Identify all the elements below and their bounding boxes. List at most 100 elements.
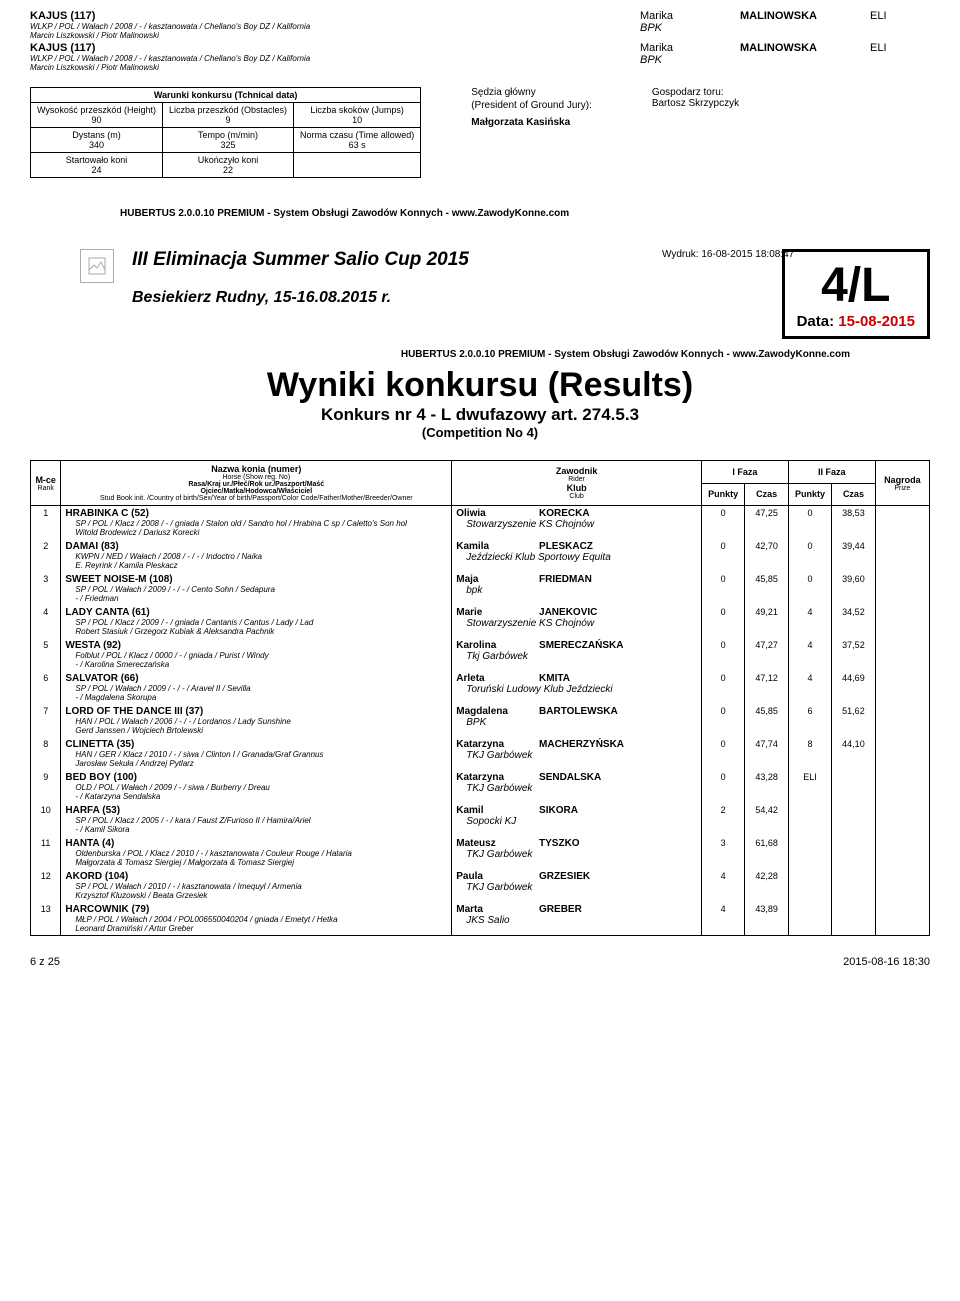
height-val: 90 — [91, 115, 101, 125]
result: ELI — [870, 42, 930, 72]
table-row: 4 LADY CANTA (61) SP / POL / Klacz / 200… — [31, 605, 930, 638]
p1-cell: 0 — [701, 572, 744, 605]
prize-cell — [875, 803, 929, 836]
fin-val: 22 — [223, 165, 233, 175]
c1-cell: 47,74 — [745, 737, 788, 770]
horse-owner: Marcin Liszkowski / Piotr Malinowski — [30, 31, 640, 40]
c1-cell: 45,85 — [745, 704, 788, 737]
horse-name: KAJUS (117) — [30, 42, 640, 54]
col-rider: Zawodnik — [556, 466, 598, 476]
rank-cell: 1 — [31, 506, 61, 540]
rank-cell: 10 — [31, 803, 61, 836]
competition-no: (Competition No 4) — [30, 425, 930, 440]
start-val: 24 — [91, 165, 101, 175]
c1-cell: 61,68 — [745, 836, 788, 869]
rider-cell: Oliwia KORECKA Stowarzyszenie KS Chojnów — [452, 506, 702, 540]
c2-cell: 39,44 — [832, 539, 875, 572]
rider-cell: Katarzyna SENDALSKA TKJ Garbówek — [452, 770, 702, 803]
horse-cell: BED BOY (100) OLD / POL / Wałach / 2009 … — [61, 770, 452, 803]
horse-cell: HANTA (4) Oldenburska / POL / Klacz / 20… — [61, 836, 452, 869]
prize-cell — [875, 737, 929, 770]
table-row: 7 LORD OF THE DANCE III (37) HAN / POL /… — [31, 704, 930, 737]
prize-cell — [875, 836, 929, 869]
rank-cell: 6 — [31, 671, 61, 704]
col-prize: Nagroda — [884, 475, 921, 485]
horse-cell: HARFA (53) SP / POL / Klacz / 2005 / - /… — [61, 803, 452, 836]
p2-cell: 4 — [788, 638, 831, 671]
start-label: Startowało koni — [66, 155, 128, 165]
dist-label: Dystans (m) — [72, 130, 121, 140]
rider-cell: Marie JANEKOVIC Stowarzyszenie KS Chojnó… — [452, 605, 702, 638]
table-row: 5 WESTA (92) Folblut / POL / Klacz / 000… — [31, 638, 930, 671]
col-pkt2: Punkty — [788, 483, 831, 506]
rider-cell: Magdalena BARTOLEWSKA BPK — [452, 704, 702, 737]
c1-cell: 42,28 — [745, 869, 788, 902]
c2-cell: 37,52 — [832, 638, 875, 671]
p2-cell — [788, 803, 831, 836]
col-prize-sub: Prize — [879, 485, 926, 492]
c2-cell: 51,62 — [832, 704, 875, 737]
col-name-sub1: Horse (Show reg. No) — [64, 474, 448, 481]
table-row: 2 DAMAI (83) KWPN / NED / Wałach / 2008 … — [31, 539, 930, 572]
prize-cell — [875, 638, 929, 671]
fin-label: Ukończyło koni — [198, 155, 259, 165]
c1-cell: 42,70 — [745, 539, 788, 572]
p2-cell: 4 — [788, 671, 831, 704]
tempo-val: 325 — [220, 140, 235, 150]
print-date: Wydruk: 16-08-2015 18:08:47 — [662, 249, 794, 260]
credit-line: HUBERTUS 2.0.0.10 PREMIUM - System Obsłu… — [120, 208, 930, 219]
host-name: Bartosz Skrzypczyk — [652, 98, 739, 109]
footer-date: 2015-08-16 18:30 — [843, 956, 930, 968]
horse-name: KAJUS (117) — [30, 10, 640, 22]
c1-cell: 49,21 — [745, 605, 788, 638]
table-row: 8 CLINETTA (35) HAN / GER / Klacz / 2010… — [31, 737, 930, 770]
col-rider-sub1: Rider — [455, 476, 698, 483]
host-label: Gospodarz toru: — [652, 87, 739, 98]
c1-cell: 47,27 — [745, 638, 788, 671]
logo-placeholder — [80, 249, 114, 283]
rider-cell: Karolina SMERECZAŃSKA Tkj Garbówek — [452, 638, 702, 671]
prize-cell — [875, 770, 929, 803]
rank-cell: 7 — [31, 704, 61, 737]
p1-cell: 4 — [701, 869, 744, 902]
rank-cell: 5 — [31, 638, 61, 671]
rider-last: MALINOWSKA — [740, 10, 870, 40]
table-row: 6 SALVATOR (66) SP / POL / Wałach / 2009… — [31, 671, 930, 704]
table-row: 3 SWEET NOISE-M (108) SP / POL / Wałach … — [31, 572, 930, 605]
prize-cell — [875, 902, 929, 936]
p2-cell: 4 — [788, 605, 831, 638]
c2-cell — [832, 803, 875, 836]
date-label: Data: — [797, 313, 835, 330]
rank-cell: 13 — [31, 902, 61, 936]
time-label: Norma czasu (Time allowed) — [300, 130, 414, 140]
p2-cell — [788, 836, 831, 869]
c1-cell: 47,25 — [745, 506, 788, 540]
c1-cell: 45,85 — [745, 572, 788, 605]
rank-cell: 11 — [31, 836, 61, 869]
date-value: 15-08-2015 — [838, 313, 915, 330]
rider-cell: Paula GRZESIEK TKJ Garbówek — [452, 869, 702, 902]
prize-cell — [875, 605, 929, 638]
c2-cell: 44,10 — [832, 737, 875, 770]
horse-cell: DAMAI (83) KWPN / NED / Wałach / 2008 / … — [61, 539, 452, 572]
p1-cell: 0 — [701, 770, 744, 803]
prize-cell — [875, 869, 929, 902]
rider-cell: Mateusz TYSZKO TKJ Garbówek — [452, 836, 702, 869]
c2-cell: 38,53 — [832, 506, 875, 540]
col-name: Nazwa konia (numer) — [211, 464, 301, 474]
tech-title: Warunki konkursu (Tchnical data) — [31, 88, 421, 103]
table-row: 11 HANTA (4) Oldenburska / POL / Klacz /… — [31, 836, 930, 869]
footer-page: 6 z 25 — [30, 956, 60, 968]
p2-cell: 0 — [788, 539, 831, 572]
col-name-sub2: Rasa/Kraj ur./Płeć/Rok ur./Paszport/Maść — [64, 481, 448, 488]
col-club-sub: Club — [455, 493, 698, 500]
rider-first: MarikaBPK — [640, 10, 740, 40]
p1-cell: 2 — [701, 803, 744, 836]
technical-data-table: Warunki konkursu (Tchnical data) Wysokoś… — [30, 87, 421, 178]
rank-cell: 12 — [31, 869, 61, 902]
c2-cell — [832, 770, 875, 803]
prize-cell — [875, 704, 929, 737]
col-pkt1: Punkty — [701, 483, 744, 506]
jumps-label: Liczba skoków (Jumps) — [310, 105, 404, 115]
p1-cell: 0 — [701, 638, 744, 671]
